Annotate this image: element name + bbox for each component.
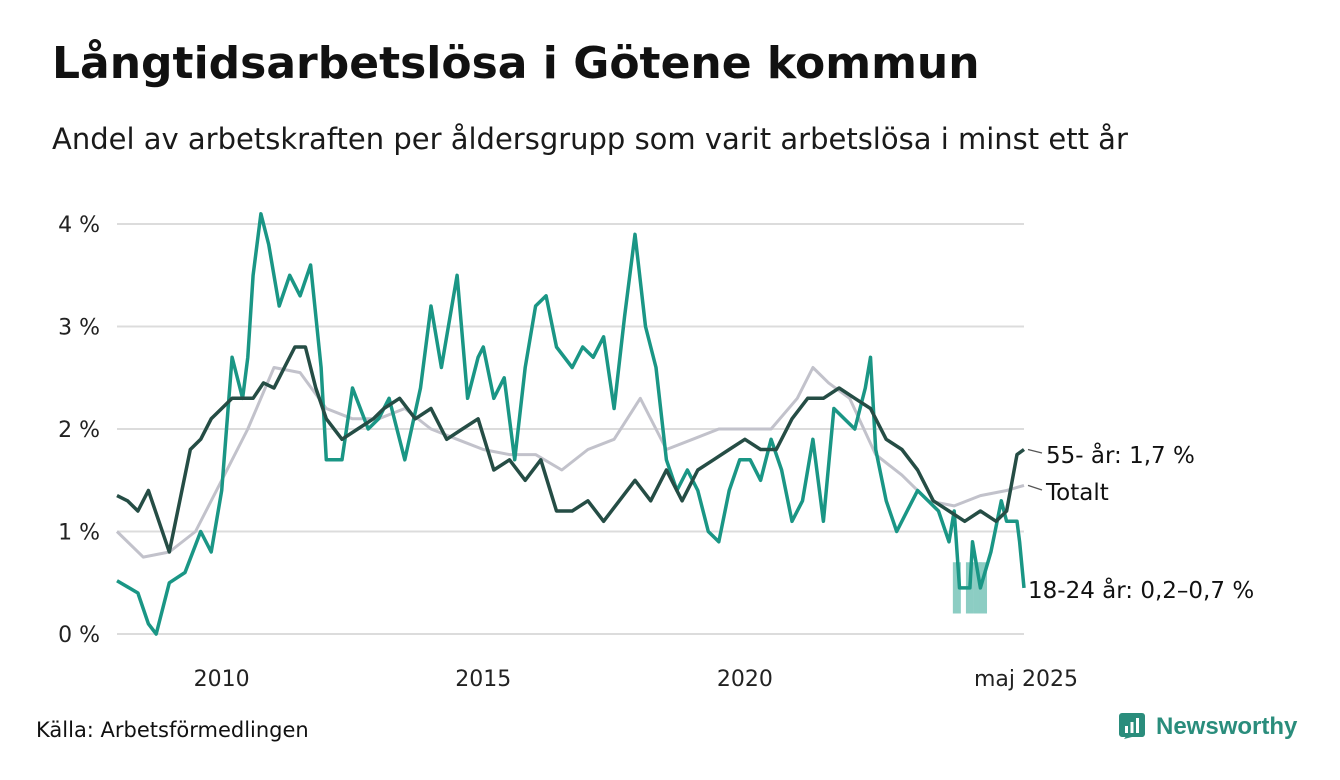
x-tick-label: maj 2025	[974, 667, 1078, 692]
series-end-label: 18-24 år: 0,2–0,7 %	[1028, 576, 1254, 604]
y-tick-label: 0 %	[58, 623, 100, 648]
axis-labels: 0 % 1 % 2 % 3 % 4 % 2010 2015 2020 maj 2025	[58, 213, 1078, 692]
label-leader-line	[1027, 448, 1043, 454]
y-tick-label: 2 %	[58, 418, 100, 443]
line-chart: 0 % 1 % 2 % 3 % 4 % 2010 2015 2020 maj 2025 Tota…	[58, 212, 1254, 692]
x-tick-label: 2010	[194, 667, 250, 692]
source-note: Källa: Arbetsförmedlingen	[36, 718, 309, 742]
label-leader-line	[1027, 484, 1043, 491]
x-tick-label: 2020	[717, 667, 773, 692]
series-line-2	[116, 345, 1026, 554]
series-end-label: Totalt	[1045, 480, 1109, 506]
y-tick-label: 1 %	[58, 521, 100, 546]
series-line-1	[116, 212, 1026, 636]
brand-name: Newsworthy	[1156, 713, 1298, 740]
series-end-label: 55- år: 1,7 %	[1046, 441, 1195, 469]
series-lines	[115, 212, 1026, 636]
band-bar	[979, 562, 988, 614]
newsworthy-logo[interactable]: Newsworthy	[1118, 712, 1297, 742]
chart-subtitle: Andel av arbetskraften per åldersgrupp s…	[52, 122, 1128, 156]
series-end-labels: Totalt 18-24 år: 0,2–0,7 % 55- år: 1,7 %	[1027, 441, 1254, 604]
x-tick-label: 2015	[455, 667, 511, 692]
y-tick-label: 3 %	[58, 316, 100, 341]
y-tick-label: 4 %	[58, 213, 100, 238]
band-bar	[952, 562, 961, 614]
chart-title: Långtidsarbetslösa i Götene kommun	[52, 38, 980, 89]
band-bar	[973, 562, 982, 614]
newsworthy-logo-icon	[1119, 713, 1145, 739]
